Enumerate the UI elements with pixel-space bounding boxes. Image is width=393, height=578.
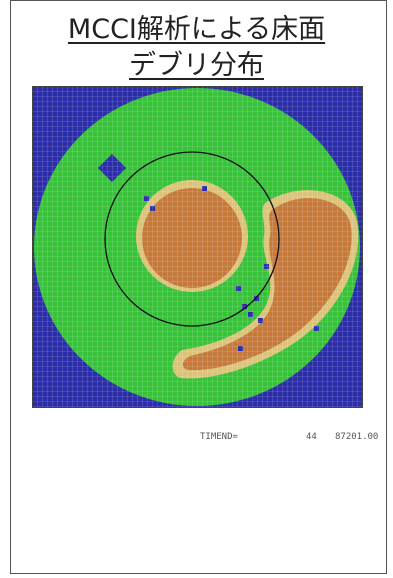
debris-distribution-map [32, 86, 363, 408]
footer-step: 44 [306, 432, 317, 442]
title-line-2: デブリ分布 [129, 50, 264, 81]
reference-circle [104, 151, 280, 327]
footer-time: 87201.00 [335, 432, 379, 442]
footer-label: TIMEND= [200, 432, 238, 442]
title-line-1: MCCI解析による床面 [67, 14, 326, 45]
